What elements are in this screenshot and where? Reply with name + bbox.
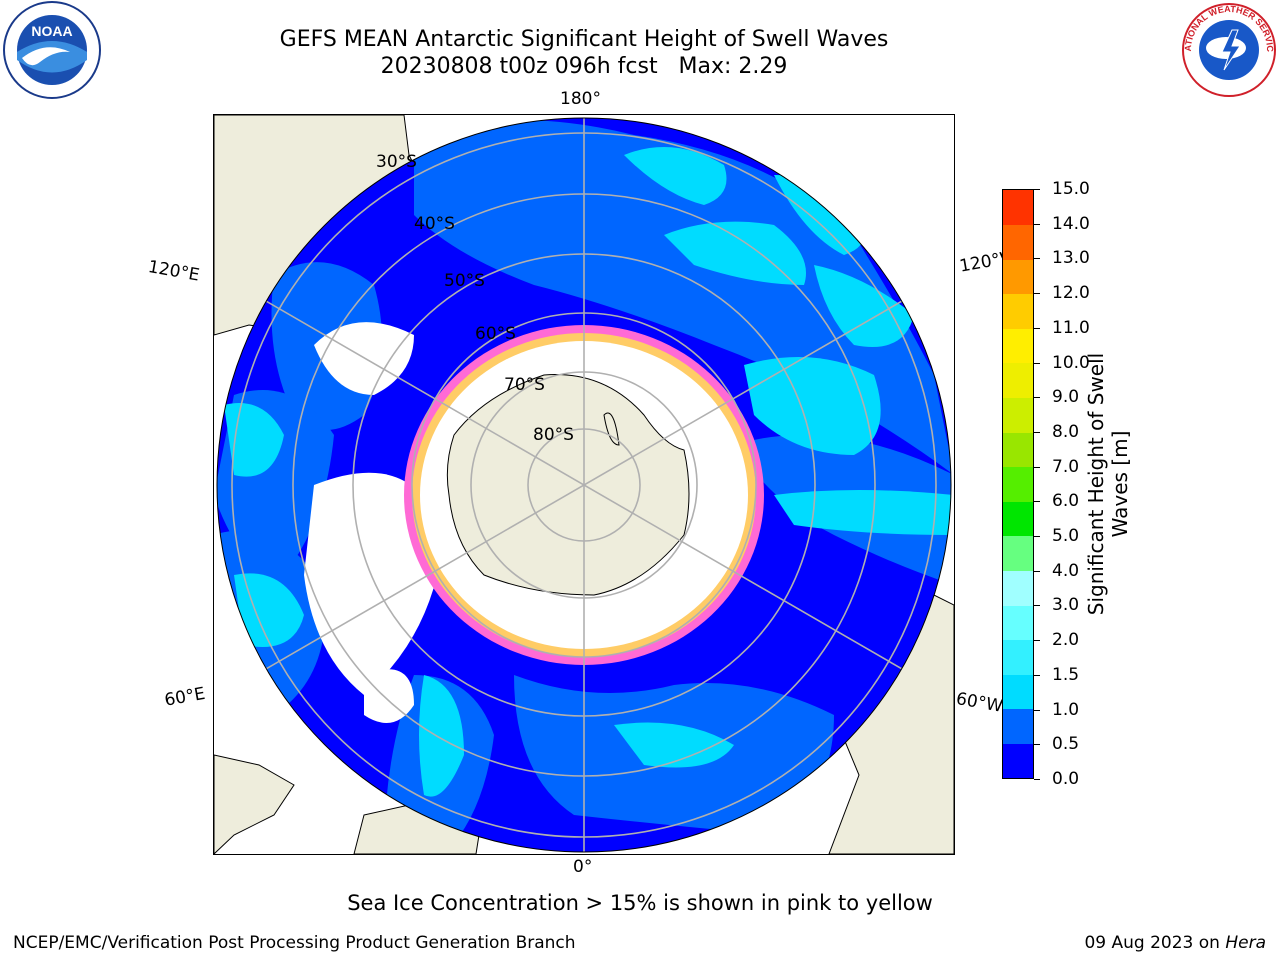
colorbar-segment: [1003, 328, 1033, 364]
colorbar-tick-label: 13.0: [1052, 248, 1090, 269]
polar-map: [213, 114, 955, 855]
chart-title: GEFS MEAN Antarctic Significant Height o…: [279, 27, 889, 52]
colorbar-segment: [1003, 293, 1033, 329]
colorbar-tick: [1034, 605, 1040, 607]
colorbar-tick: [1034, 397, 1040, 399]
colorbar-tick-label: 0.0: [1052, 769, 1080, 789]
chart-subtitle: 20230808 t00z 096h fcst Max: 2.29: [380, 54, 788, 79]
lon-label-60w: 60°W: [954, 689, 1005, 717]
colorbar-tick-label: 15.0: [1052, 179, 1090, 199]
footer-date-text: 09 Aug 2023 on: [1084, 933, 1226, 953]
colorbar-tick-label: 12.0: [1052, 283, 1090, 304]
lat-label-50s: 50°S: [444, 271, 485, 291]
colorbar-tick: [1034, 466, 1040, 468]
colorbar-tick-label: 14.0: [1052, 213, 1090, 234]
colorbar-segment: [1003, 397, 1033, 433]
colorbar-segment: [1003, 605, 1033, 641]
colorbar-segment: [1003, 743, 1033, 779]
colorbar-tick: [1034, 362, 1040, 364]
colorbar-segment: [1003, 259, 1033, 295]
colorbar-tick: [1034, 189, 1040, 190]
lat-label-70s: 70°S: [504, 375, 545, 395]
colorbar-segment: [1003, 570, 1033, 606]
footer-date: 09 Aug 2023 on Hera: [1084, 933, 1266, 953]
colorbar-tick-label: 9.0: [1052, 387, 1080, 408]
colorbar-segment: [1003, 535, 1033, 571]
colorbar-segment: [1003, 466, 1033, 502]
colorbar-tick-label: 3.0: [1052, 595, 1080, 616]
colorbar-tick: [1034, 674, 1040, 676]
colorbar-tick: [1034, 744, 1040, 746]
lon-label-180: 180°: [560, 89, 601, 109]
colorbar-label-line1: Significant Height of Swell: [1084, 352, 1108, 616]
colorbar-tick-label: 0.5: [1052, 734, 1080, 755]
colorbar-tick: [1034, 709, 1040, 711]
colorbar-segment: [1003, 224, 1033, 260]
colorbar-tick-label: 7.0: [1052, 456, 1080, 477]
colorbar-tick-label: 5.0: [1052, 526, 1080, 547]
colorbar-label: Significant Height of Swell Waves [m]: [1084, 339, 1132, 629]
colorbar-tick: [1034, 779, 1040, 780]
svg-text:NOAA: NOAA: [31, 23, 72, 39]
colorbar-label-line2: Waves [m]: [1108, 430, 1132, 538]
lat-label-80s: 80°S: [533, 425, 574, 445]
colorbar-tick: [1034, 327, 1040, 329]
footer-host: Hera: [1225, 933, 1266, 953]
colorbar-segment: [1003, 708, 1033, 744]
colorbar-segment: [1003, 501, 1033, 537]
polar-map-canvas: [214, 115, 954, 854]
colorbar-tick-label: 6.0: [1052, 491, 1080, 512]
lon-label-60e: 60°E: [163, 683, 207, 711]
colorbar-tick: [1034, 258, 1040, 260]
colorbar-segment: [1003, 190, 1033, 226]
colorbar-tick: [1034, 640, 1040, 642]
lon-label-0: 0°: [573, 857, 593, 877]
swell-field: [217, 118, 951, 852]
colorbar-tick-label: 1.0: [1052, 699, 1080, 720]
nws-logo-icon: NATIONAL WEATHER SERVICE: [1178, 0, 1277, 98]
lat-label-40s: 40°S: [414, 214, 455, 234]
colorbar-tick-label: 1.5: [1052, 664, 1080, 685]
colorbar-segment: [1003, 674, 1033, 710]
colorbar-segment: [1003, 362, 1033, 399]
footer-credit: NCEP/EMC/Verification Post Processing Pr…: [13, 933, 576, 953]
sea-ice-note: Sea Ice Concentration > 15% is shown in …: [347, 891, 933, 915]
colorbar-tick: [1034, 223, 1040, 225]
colorbar-tick: [1034, 536, 1040, 538]
colorbar: [1002, 189, 1034, 779]
colorbar-tick: [1034, 501, 1040, 503]
colorbar-tick: [1034, 293, 1040, 295]
colorbar-tick-label: 10.0: [1052, 352, 1090, 373]
lat-label-30s: 30°S: [376, 152, 417, 172]
colorbar-segment: [1003, 432, 1033, 468]
colorbar-tick-label: 4.0: [1052, 560, 1080, 581]
colorbar-tick-label: 2.0: [1052, 630, 1080, 651]
colorbar-tick: [1034, 431, 1040, 433]
colorbar-tick-label: 8.0: [1052, 421, 1080, 442]
lon-label-120e: 120°E: [146, 257, 201, 286]
colorbar-tick: [1034, 570, 1040, 572]
noaa-logo-icon: NOAA: [3, 1, 101, 99]
lat-label-60s: 60°S: [475, 324, 516, 344]
colorbar-tick-label: 11.0: [1052, 317, 1090, 338]
colorbar-segment: [1003, 639, 1033, 675]
